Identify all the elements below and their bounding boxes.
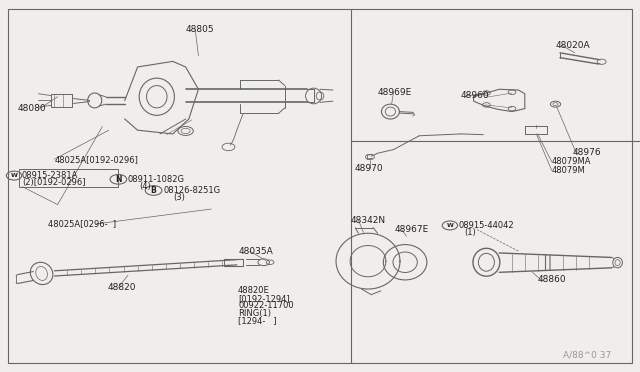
- Text: 48035A: 48035A: [238, 247, 273, 256]
- Text: (3): (3): [173, 193, 185, 202]
- Text: 48976: 48976: [572, 148, 601, 157]
- Text: 48079M: 48079M: [552, 166, 586, 175]
- Text: 48970: 48970: [355, 164, 383, 173]
- Text: 48820E: 48820E: [238, 286, 270, 295]
- Text: 48820: 48820: [108, 283, 136, 292]
- Text: W: W: [11, 173, 17, 178]
- Text: RING(1): RING(1): [238, 309, 271, 318]
- Text: B: B: [151, 186, 156, 195]
- Text: (2)[0192-0296]: (2)[0192-0296]: [22, 178, 85, 187]
- Text: [1294-   ]: [1294- ]: [238, 316, 276, 325]
- Text: 48960: 48960: [461, 92, 490, 100]
- Text: 48342N: 48342N: [351, 216, 386, 225]
- Text: 08911-1082G: 08911-1082G: [128, 175, 185, 184]
- Text: 08915-2381A: 08915-2381A: [22, 171, 78, 180]
- Text: N: N: [115, 175, 122, 184]
- Text: 48025A[0192-0296]: 48025A[0192-0296]: [54, 155, 138, 164]
- Text: 00922-11700: 00922-11700: [238, 301, 294, 310]
- Text: 48967E: 48967E: [395, 225, 429, 234]
- Text: 48079MA: 48079MA: [552, 157, 591, 166]
- Text: [0192-1294]: [0192-1294]: [238, 294, 290, 303]
- Text: (4): (4): [140, 182, 151, 191]
- Text: 48805: 48805: [186, 25, 214, 33]
- Text: 08126-8251G: 08126-8251G: [163, 186, 220, 195]
- Text: 48020A: 48020A: [556, 41, 590, 50]
- Text: (1): (1): [465, 228, 476, 237]
- Text: 48080: 48080: [18, 104, 47, 113]
- Text: A/88^0 37: A/88^0 37: [563, 351, 611, 360]
- Text: 08915-44042: 08915-44042: [458, 221, 514, 230]
- Text: 48025A[0296-  ]: 48025A[0296- ]: [48, 219, 116, 228]
- Text: 48969E: 48969E: [378, 88, 412, 97]
- Text: W: W: [447, 223, 453, 228]
- Text: 48860: 48860: [538, 275, 566, 284]
